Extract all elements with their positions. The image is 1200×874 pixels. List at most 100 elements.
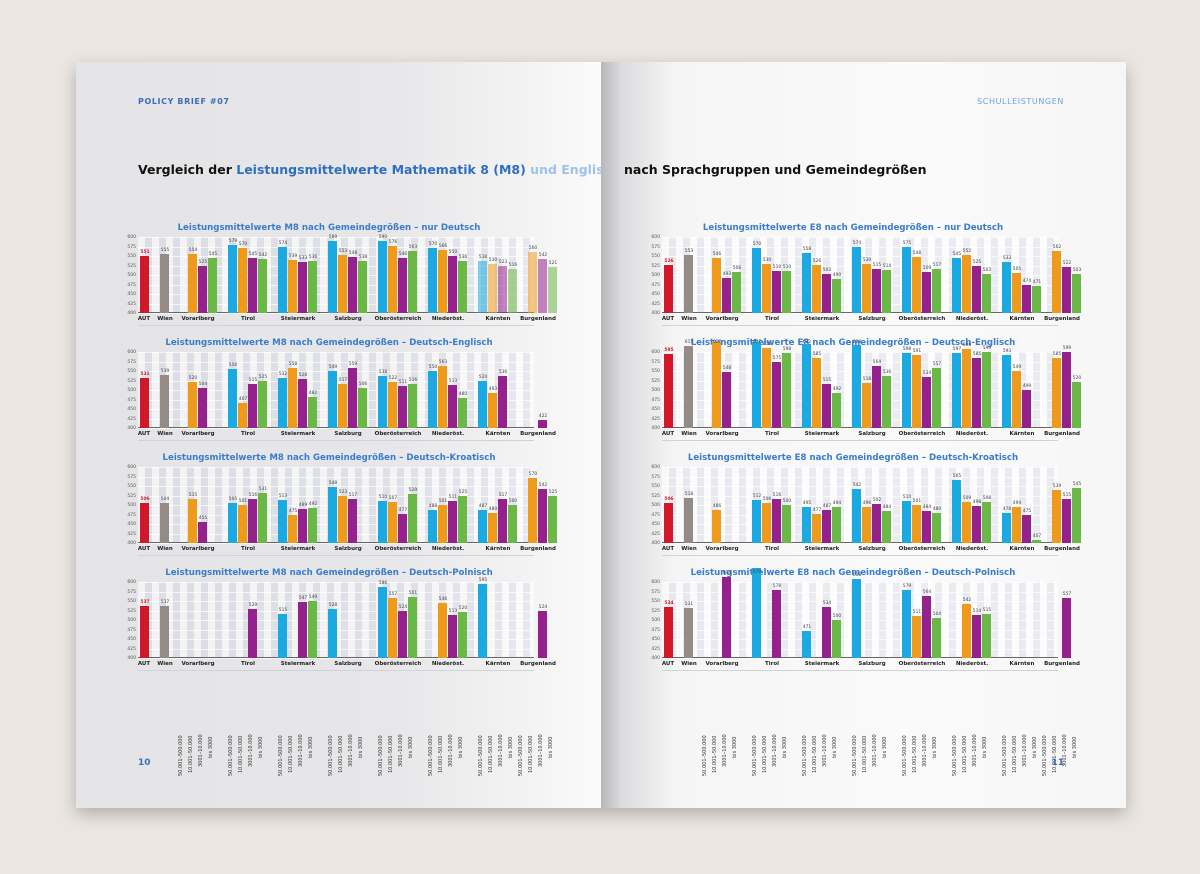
y-tick-label: 425 [127, 301, 136, 307]
bar [902, 501, 911, 543]
bar [248, 498, 257, 543]
x-category-label: Steiermark [804, 661, 840, 667]
size-class-label: 3001–10.000 [538, 734, 544, 767]
bar-value-label: 547 [298, 596, 308, 602]
bar-value-label: 493 [722, 271, 732, 277]
y-tick-label: 525 [127, 608, 136, 614]
bar-value-label: 555 [160, 248, 170, 254]
bar-value-label: 537 [160, 599, 170, 605]
size-class-label: 50.001–500.000 [902, 735, 908, 776]
plot-area: 600 575 550 525 500 475 450 425 400 595 615 627 548 6… [651, 340, 1081, 431]
x-category-label: Salzburg [858, 316, 886, 322]
bar-chart: Leistungsmittelwerte E8 nach Gemeindegrö… [648, 338, 1081, 450]
bar [438, 249, 447, 313]
bar-chart: Leistungsmittelwerte M8 nach Gemeindegrö… [124, 223, 557, 335]
bar [932, 512, 941, 543]
bar [338, 254, 347, 313]
bar [752, 341, 761, 428]
bar [278, 377, 287, 428]
x-category-label: Kärnten [1009, 431, 1035, 437]
bar [188, 499, 197, 543]
bar-value-label: 501 [238, 498, 248, 504]
size-class-label: bis 3000 [732, 736, 738, 758]
bar-value-label: 526 [664, 259, 674, 265]
bar [338, 383, 347, 428]
bar [932, 618, 941, 658]
x-category-label: Burgenland [520, 661, 556, 667]
bar-value-label: 513 [278, 494, 288, 500]
x-category-label: Burgenland [520, 316, 556, 322]
bar [852, 246, 861, 313]
x-category-label: Oberösterreich [898, 661, 946, 667]
page-number-left: 10 [138, 758, 151, 768]
chart-title: Leistungsmittelwerte M8 nach Gemeindegrö… [165, 338, 493, 348]
bar-value-label: 488 [428, 503, 438, 509]
bar [548, 267, 557, 313]
page-number-right: 11 [1051, 758, 1064, 768]
y-tick-label: 525 [651, 378, 660, 384]
size-class-label: 3001–10.000 [198, 734, 204, 767]
bar [802, 506, 811, 543]
bar-value-label: 548 [348, 250, 358, 256]
x-category-label: Tirol [240, 546, 256, 552]
bar [528, 252, 537, 313]
left-page: POLICY BRIEF #07 Vergleich der Leistungs… [76, 62, 601, 808]
bar [922, 511, 931, 543]
bar [862, 383, 871, 428]
bar-value-label: 585 [1052, 351, 1062, 357]
bar-value-label: 524 [398, 604, 408, 610]
size-class-label: 10.001–50.000 [962, 735, 968, 774]
y-tick-label: 550 [651, 484, 660, 489]
size-class-label: 50.001–500.000 [478, 735, 484, 776]
y-tick-label: 550 [127, 599, 136, 604]
bar-value-label: 422 [538, 413, 548, 419]
gridline [138, 658, 534, 659]
bar-value-label: 471 [1032, 280, 1042, 286]
bar [498, 376, 507, 428]
bar [408, 596, 417, 658]
bar [328, 486, 337, 543]
bar-value-label: 549 [1012, 365, 1022, 371]
bar-value-label: 515 [1062, 493, 1072, 499]
bar [288, 367, 297, 428]
bar [478, 380, 487, 428]
bar [408, 251, 417, 313]
bar-value-label: 608 [852, 572, 862, 578]
bar-value-label: 545 [248, 251, 258, 257]
bar [812, 357, 821, 428]
gridline [138, 601, 534, 602]
bar-value-label: 480 [932, 506, 942, 512]
bar [198, 522, 207, 543]
bar [1052, 357, 1061, 428]
bar-value-label: 546 [438, 596, 448, 602]
bar [712, 341, 721, 428]
size-class-label: 10.001–50.000 [1012, 735, 1018, 774]
y-tick-label: 525 [651, 493, 660, 499]
bar [1022, 514, 1031, 543]
bar-value-label: 570 [528, 472, 538, 478]
bar [228, 368, 237, 428]
bar [684, 254, 693, 313]
bar-value-label: 530 [762, 257, 772, 263]
size-class-label: 10.001–50.000 [288, 735, 294, 774]
bar-value-label: 490 [832, 272, 842, 278]
x-category-label: Niederöst. [431, 661, 465, 667]
bar [458, 612, 467, 658]
size-class-label: 3001–10.000 [872, 734, 878, 767]
bar-value-label: 523 [338, 490, 348, 496]
bar-value-label: 534 [664, 601, 674, 607]
y-tick-label: 450 [127, 522, 136, 527]
gridline [662, 486, 1058, 487]
size-class-label: bis 3000 [882, 736, 888, 758]
bar [388, 502, 397, 543]
bar [902, 352, 911, 428]
bar-value-label: 549 [328, 365, 338, 371]
bar [448, 385, 457, 428]
bar-value-label: 576 [388, 240, 398, 246]
y-tick-label: 600 [127, 465, 136, 470]
bar-chart: Leistungsmittelwerte E8 nach Gemeindegrö… [648, 223, 1081, 335]
size-class-label: 50.001–500.000 [178, 735, 184, 776]
x-category-label: Salzburg [334, 431, 362, 437]
bar-value-label: 531 [140, 372, 150, 378]
bar [438, 504, 447, 543]
